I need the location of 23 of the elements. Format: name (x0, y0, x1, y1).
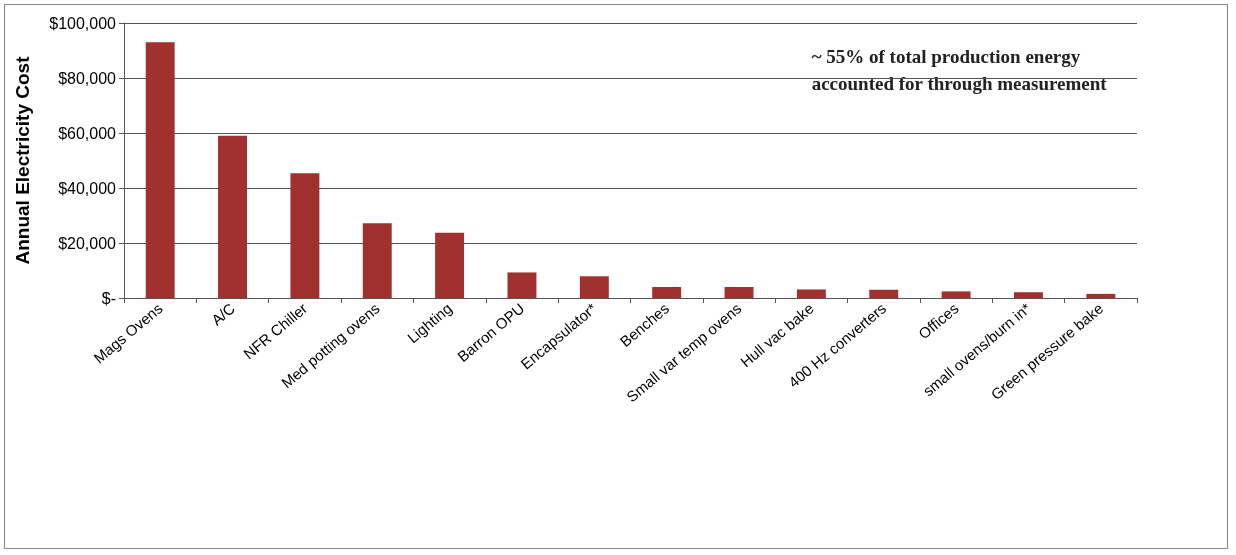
x-tick-label: A/C (207, 299, 239, 329)
y-tick-label: $80,000 (58, 69, 117, 87)
y-tick-label: $60,000 (58, 124, 117, 142)
bar (1086, 293, 1116, 298)
bar (941, 291, 971, 298)
bar (435, 232, 465, 298)
annotation: ~ 55% of total production energy accounted for through measurement (811, 46, 1108, 94)
bar (869, 289, 899, 298)
y-tick-label: $- (101, 289, 116, 307)
bar (290, 173, 320, 298)
y-tick-label: $40,000 (58, 179, 117, 197)
bar (724, 287, 754, 298)
bar (362, 223, 392, 298)
bar (145, 42, 175, 298)
bar (507, 272, 537, 298)
bar (579, 276, 609, 298)
bar (796, 289, 826, 298)
bar (1013, 292, 1043, 298)
bar (218, 135, 248, 298)
y-tick-label: $20,000 (58, 234, 117, 252)
bar (652, 287, 682, 298)
y-axis-title: Annual Electricity Cost (12, 55, 33, 265)
y-tick-label: $100,000 (49, 14, 117, 32)
